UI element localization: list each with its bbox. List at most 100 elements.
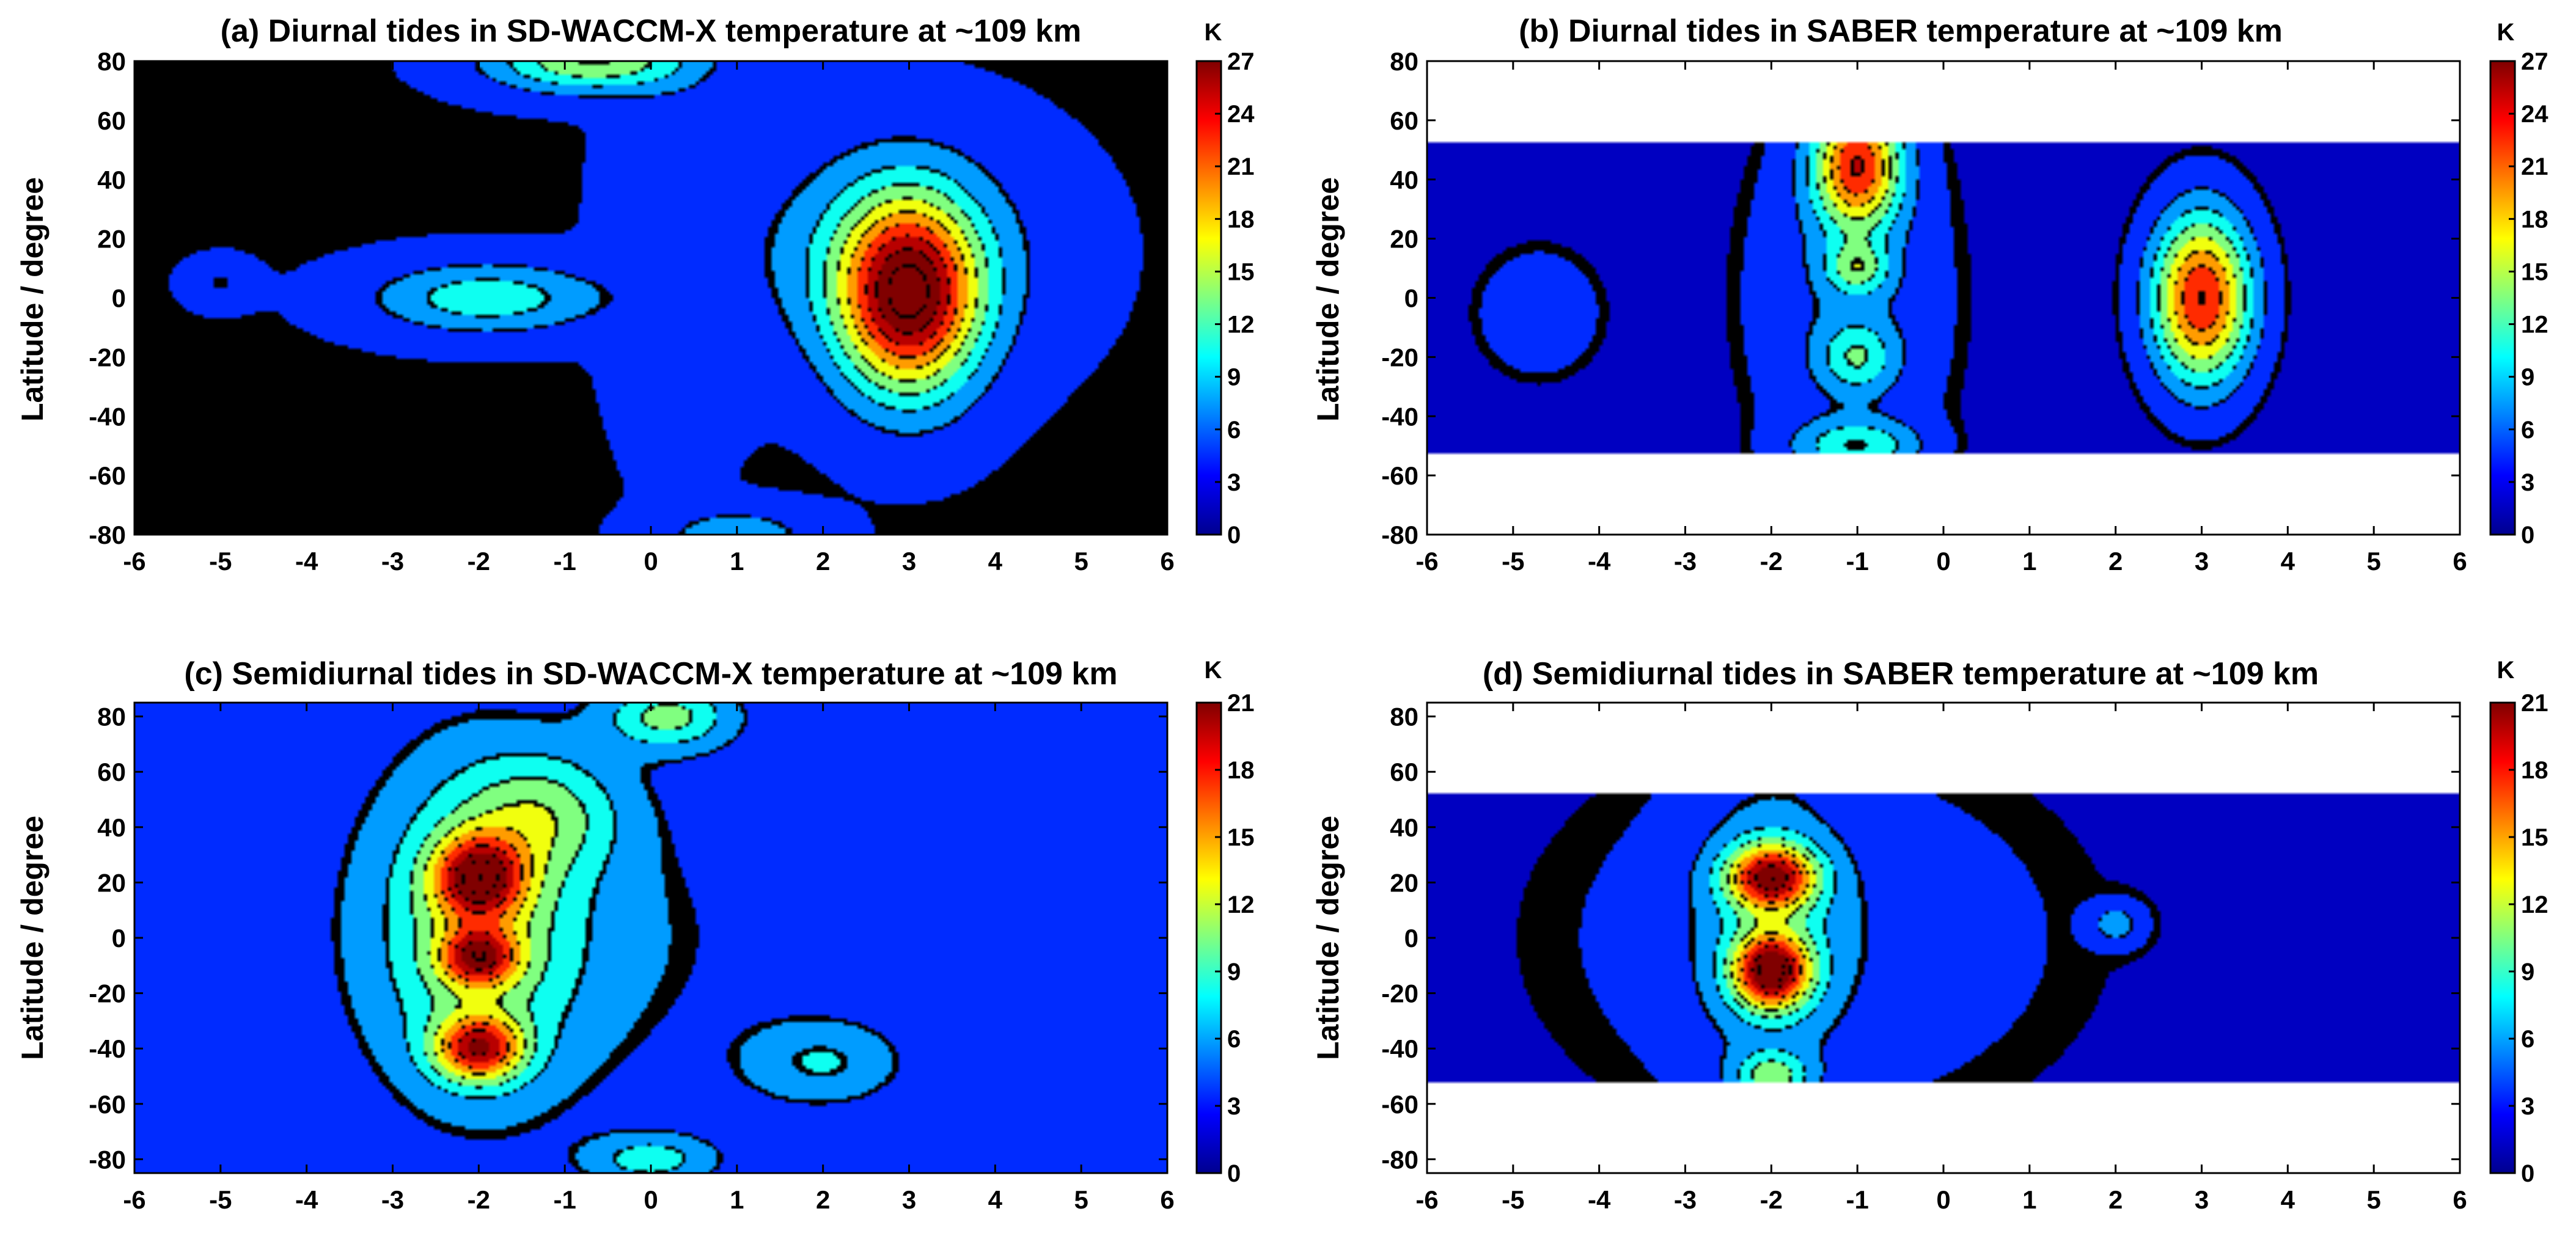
x-tick-label: 6 (2453, 1185, 2467, 1214)
colorbar-tick-label: 0 (2521, 522, 2534, 549)
x-tick-label: -2 (1760, 547, 1783, 576)
x-tick-label: -1 (1846, 547, 1868, 576)
y-tick-label: 20 (97, 868, 126, 897)
y-axis-label: Latitude / degree (15, 177, 50, 422)
colorbar-tick-label: 21 (2521, 690, 2548, 717)
y-tick-label: -40 (1381, 1034, 1418, 1063)
x-tick-label: 0 (1936, 547, 1950, 576)
colorbar-label: K (1205, 657, 1222, 684)
colorbar-tick-label: 0 (1227, 522, 1241, 549)
y-tick-label: -20 (1381, 979, 1418, 1008)
x-tick-label: -6 (1415, 1185, 1438, 1214)
panel-a: (a) Diurnal tides in SD-WACCM-X temperat… (15, 13, 1255, 576)
y-axis-label: Latitude / degree (1311, 816, 1345, 1060)
x-tick-label: 4 (988, 547, 1003, 576)
x-tick-label: -6 (123, 1185, 145, 1214)
panel-c: (c) Semidiurnal tides in SD-WACCM-X temp… (15, 656, 1255, 1214)
y-tick-label: 60 (1390, 758, 1418, 786)
colorbar-tick-label: 9 (1227, 959, 1241, 986)
y-tick-label: -60 (1381, 461, 1418, 490)
x-tick-label: -5 (209, 1185, 232, 1214)
x-tick-label: 0 (1936, 1185, 1950, 1214)
x-tick-label: -1 (1846, 1185, 1868, 1214)
x-tick-label: 1 (2022, 547, 2036, 576)
x-tick-label: -4 (295, 1185, 318, 1214)
colorbar-tick-label: 12 (1227, 891, 1255, 918)
x-tick-label: -2 (468, 547, 490, 576)
y-tick-label: 20 (97, 225, 126, 254)
colorbar-tick-label: 15 (2521, 824, 2548, 851)
y-tick-label: 20 (1390, 868, 1418, 897)
colorbar-tick-label: 3 (1227, 1093, 1241, 1120)
colorbar-tick-label: 3 (2521, 1093, 2534, 1120)
x-tick-label: 2 (2108, 547, 2123, 576)
x-tick-label: 4 (2281, 1185, 2295, 1214)
contour-field (1427, 703, 2460, 1173)
x-tick-label: -3 (1674, 547, 1697, 576)
y-tick-label: -60 (89, 1090, 126, 1119)
colorbar (1195, 701, 1222, 1174)
x-tick-label: 1 (2022, 1185, 2036, 1214)
axes: -6 -5 -4 -3 -2 -1 0 1 2 3 4 5 6806040200-20-40-60-80… (89, 47, 1255, 576)
y-tick-label: 0 (112, 284, 126, 313)
colorbar-tick-label: 18 (2521, 757, 2548, 784)
y-tick-label: 40 (1390, 166, 1418, 194)
x-tick-label: 4 (2281, 547, 2295, 576)
x-tick-label: 3 (2195, 547, 2209, 576)
y-tick-label: 40 (1390, 813, 1418, 842)
x-tick-label: 3 (902, 547, 916, 576)
x-tick-label: 3 (902, 1185, 916, 1214)
panel-title: (a) Diurnal tides in SD-WACCM-X temperat… (221, 13, 1082, 49)
x-tick-label: 2 (816, 547, 830, 576)
colorbar-tick-label: 9 (2521, 364, 2534, 391)
x-tick-label: 5 (1074, 1185, 1088, 1214)
colorbar-tick-label: 15 (1227, 824, 1255, 851)
colorbar-tick-label: 0 (2521, 1160, 2534, 1187)
x-tick-label: -4 (295, 547, 318, 576)
colorbar-tick-label: 12 (2521, 312, 2548, 338)
y-axis-label: Latitude / degree (15, 816, 50, 1060)
x-tick-label: -5 (1502, 547, 1524, 576)
contour-field (134, 703, 1167, 1173)
colorbar-tick-label: 18 (1227, 757, 1255, 784)
contour-fill (1427, 61, 2460, 535)
y-tick-label: -20 (89, 979, 126, 1008)
x-tick-label: 6 (1160, 547, 1174, 576)
y-tick-label: -40 (89, 1034, 126, 1063)
colorbar-tick-label: 12 (2521, 891, 2548, 918)
colorbar-tick-label: 9 (1227, 364, 1241, 391)
contour-fill (134, 703, 1167, 1173)
colorbar-tick-label: 21 (1227, 153, 1255, 180)
y-tick-label: -60 (89, 461, 126, 490)
colorbar-tick-label: 27 (1227, 48, 1255, 75)
y-tick-label: -20 (1381, 343, 1418, 371)
colorbar (1195, 60, 1222, 536)
y-tick-label: -80 (89, 521, 126, 549)
x-tick-label: 5 (2366, 547, 2380, 576)
y-tick-label: 60 (97, 758, 126, 786)
colorbar-tick-label: 6 (1227, 417, 1241, 444)
colorbar-tick-label: 6 (2521, 1026, 2534, 1053)
colorbar (2489, 60, 2516, 536)
x-tick-label: -6 (1415, 547, 1438, 576)
y-tick-label: -20 (89, 343, 126, 371)
x-tick-label: -5 (1502, 1185, 1524, 1214)
x-tick-label: -2 (1760, 1185, 1783, 1214)
colorbar-tick-label: 6 (2521, 417, 2534, 444)
panel-d: (d) Semidiurnal tides in SABER temperatu… (1311, 656, 2548, 1214)
x-tick-label: 2 (2108, 1185, 2123, 1214)
panel-b: (b) Diurnal tides in SABER temperature a… (1311, 13, 2548, 576)
y-tick-label: 60 (97, 106, 126, 135)
y-tick-label: 40 (97, 813, 126, 842)
y-tick-label: 80 (97, 47, 126, 76)
colorbar-tick-label: 18 (2521, 206, 2548, 233)
y-tick-label: -60 (1381, 1090, 1418, 1119)
y-tick-label: 80 (97, 703, 126, 731)
contour-fill (1427, 703, 2460, 1173)
x-tick-label: 3 (2195, 1185, 2209, 1214)
colorbar-tick-label: 3 (2521, 469, 2534, 496)
x-tick-label: -1 (553, 547, 576, 576)
contour-field (134, 61, 1167, 535)
x-tick-label: 5 (1074, 547, 1088, 576)
